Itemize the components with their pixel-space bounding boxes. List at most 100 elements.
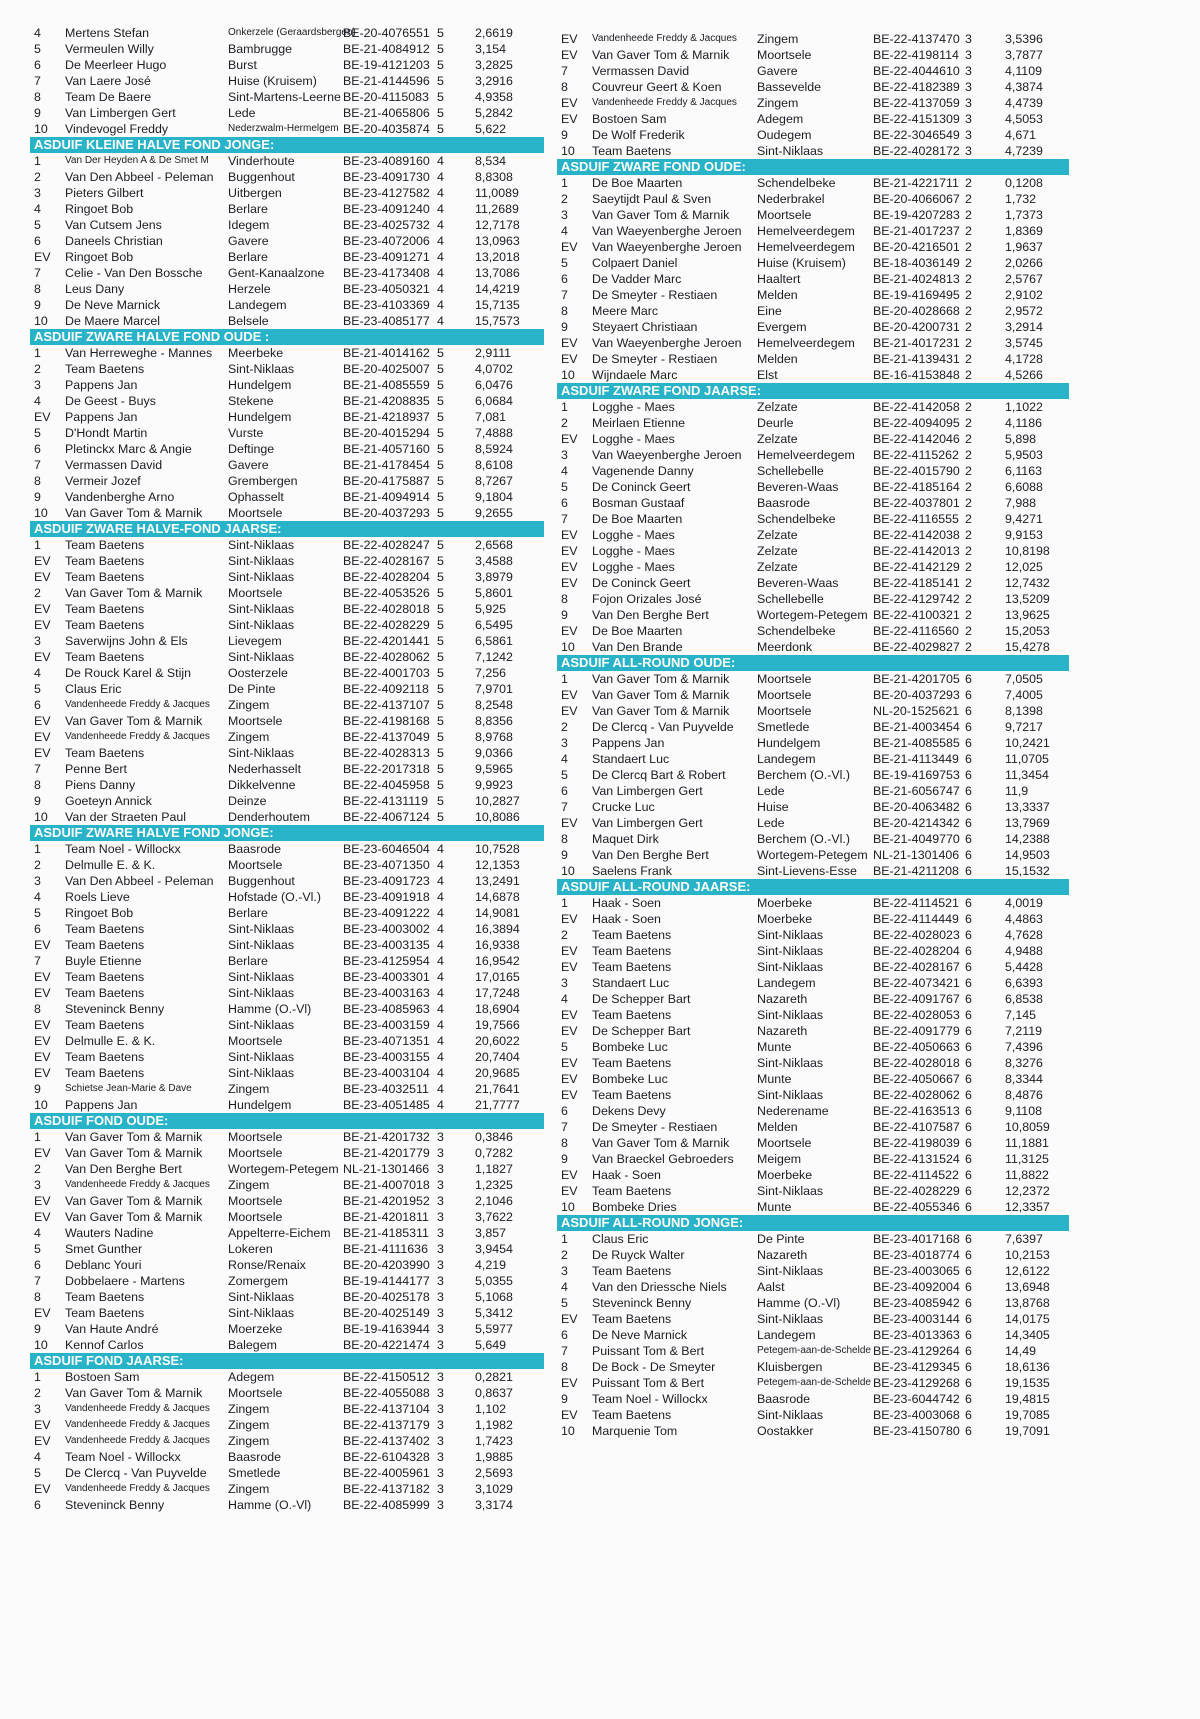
ring-number: BE-23-6044742 — [873, 1392, 960, 1406]
location: Onkerzele (Geraardsbergen) — [228, 27, 356, 38]
coefficient: 19,7091 — [1005, 1424, 1050, 1438]
fancier-name: Claus Eric — [592, 1232, 649, 1246]
ring-number: BE-22-4053526 — [343, 586, 430, 600]
ring-number: BE-23-4003159 — [343, 1018, 430, 1032]
fancier-name: De Meerleer Hugo — [65, 58, 167, 72]
rank: 2 — [561, 192, 568, 206]
result-row: 7 Penne Bert Nederhasselt BE-22-2017318 5 9,5… — [30, 761, 544, 777]
ring-number: BE-21-4201952 — [343, 1194, 430, 1208]
location: Nazareth — [757, 992, 808, 1006]
fancier-name: Team Baetens — [65, 938, 145, 952]
prize-count: 2 — [965, 352, 972, 366]
result-row: 8 Couvreur Geert & Koen Bassevelde BE-22-41… — [557, 79, 1069, 95]
ring-number: BE-21-4113449 — [873, 752, 959, 766]
prize-count: 2 — [965, 208, 972, 222]
fancier-name: De Vadder Marc — [592, 272, 682, 286]
ring-number: BE-20-4200731 — [873, 320, 960, 334]
result-row: 9 Steyaert Christiaan Evergem BE-20-4200731… — [557, 319, 1069, 335]
ring-number: BE-22-4092118 — [343, 682, 429, 696]
coefficient: 2,9572 — [1005, 304, 1043, 318]
location: Adegem — [757, 112, 804, 126]
ring-number: BE-23-4051485 — [343, 1098, 430, 1112]
result-row: EV Van Gaver Tom & Marnik Moortsele NL-20-1… — [557, 703, 1069, 719]
coefficient: 11,0705 — [1005, 752, 1049, 766]
rank: 3 — [34, 1178, 41, 1192]
ring-number: BE-22-6104328 — [343, 1450, 430, 1464]
prize-count: 4 — [437, 842, 444, 856]
result-row: EV Team Baetens Sint-Niklaas BE-22-4028229 5… — [30, 617, 544, 633]
result-row: 4 Mertens Stefan Onkerzele (Geraardsbergen… — [30, 25, 544, 41]
prize-count: 6 — [965, 1040, 972, 1054]
prize-count: 2 — [965, 480, 972, 494]
prize-count: 3 — [437, 1242, 444, 1256]
rank: 8 — [34, 90, 41, 104]
ring-number: BE-22-2017318 — [343, 762, 430, 776]
rank: EV — [561, 576, 578, 590]
coefficient: 9,5965 — [475, 762, 513, 776]
fancier-name: Logghe - Maes — [592, 400, 675, 414]
ring-number: BE-22-4150512 — [343, 1370, 430, 1384]
fancier-name: De Rouck Karel & Stijn — [65, 666, 192, 680]
rank: 7 — [34, 954, 41, 968]
fancier-name: De Smeyter - Restiaen — [592, 352, 718, 366]
coefficient: 5,3412 — [475, 1306, 513, 1320]
result-row: EV De Smeyter - Restiaen Melden BE-21-41394… — [557, 351, 1069, 367]
coefficient: 0,7282 — [475, 1146, 513, 1160]
fancier-name: De Neve Marnick — [592, 1328, 688, 1342]
location: Ophasselt — [228, 490, 284, 504]
ring-number: BE-20-4028668 — [873, 304, 960, 318]
result-row: 9 Van Limbergen Gert Lede BE-21-4065806 5 5,2… — [30, 105, 544, 121]
location: Landegem — [757, 1328, 816, 1342]
section-header: ASDUIF ALL-ROUND JAARSE: — [557, 879, 1069, 895]
ring-number: BE-22-4137470 — [873, 32, 960, 46]
section-header: ASDUIF ZWARE FOND OUDE: — [557, 159, 1069, 175]
rank: EV — [561, 432, 578, 446]
result-row: 8 Fojon Orizales José Schellebelle BE-22-41… — [557, 591, 1069, 607]
result-row: 5 Ringoet Bob Berlare BE-23-4091222 4 14,9081 — [30, 905, 544, 921]
result-row: EV Team Baetens Sint-Niklaas BE-23-4003155 4… — [30, 1049, 544, 1065]
result-row: 7 De Smeyter - Restiaen Melden BE-22-410758… — [557, 1119, 1069, 1135]
coefficient: 4,5053 — [1005, 112, 1043, 126]
location: Sint-Niklaas — [757, 1008, 824, 1022]
ring-number: BE-22-4028018 — [873, 1056, 960, 1070]
rank: 8 — [34, 282, 41, 296]
location: Zingem — [228, 1178, 270, 1192]
ring-number: BE-22-4142013 — [873, 544, 960, 558]
fancier-name: Haak - Soen — [592, 896, 661, 910]
result-row: EV Van Gaver Tom & Marnik Moortsele BE-20-4… — [557, 687, 1069, 703]
fancier-name: Van Gaver Tom & Marnik — [65, 714, 203, 728]
prize-count: 2 — [965, 528, 972, 542]
fancier-name: Team Baetens — [592, 1312, 672, 1326]
coefficient: 18,6904 — [475, 1002, 520, 1016]
result-row: EV Bostoen Sam Adegem BE-22-4151309 3 4,5053 — [557, 111, 1069, 127]
prize-count: 3 — [437, 1146, 444, 1160]
coefficient: 8,4876 — [1005, 1088, 1043, 1102]
fancier-name: Van Der Heyden A & De Smet M — [65, 155, 209, 166]
coefficient: 15,4278 — [1005, 640, 1050, 654]
result-row: 5 Smet Gunther Lokeren BE-21-4111636 3 3,9454 — [30, 1241, 544, 1257]
fancier-name: Saelens Frank — [592, 864, 672, 878]
location: Lede — [757, 784, 785, 798]
ring-number: BE-22-3046549 — [873, 128, 960, 142]
coefficient: 9,7217 — [1005, 720, 1043, 734]
rank: 8 — [34, 778, 41, 792]
location: Lokeren — [228, 1242, 273, 1256]
rank: 1 — [561, 1232, 568, 1246]
location: Wortegem-Petegem — [228, 1162, 339, 1176]
ring-number: BE-21-4201811 — [343, 1210, 429, 1224]
ring-number: BE-22-4142046 — [873, 432, 960, 446]
ring-number: NL-20-1525621 — [873, 704, 960, 718]
rank: 5 — [34, 1466, 41, 1480]
ring-number: BE-19-4163944 — [343, 1322, 430, 1336]
ring-number: BE-21-4085559 — [343, 378, 430, 392]
location: Huise — [757, 800, 789, 814]
fancier-name: Bostoen Sam — [592, 112, 667, 126]
fancier-name: Deblanc Youri — [65, 1258, 142, 1272]
prize-count: 3 — [437, 1402, 444, 1416]
prize-count: 2 — [965, 304, 972, 318]
fancier-name: Team Baetens — [65, 986, 145, 1000]
result-row: EV Logghe - Maes Zelzate BE-22-4142046 2 5,89… — [557, 431, 1069, 447]
fancier-name: De Bock - De Smeyter — [592, 1360, 716, 1374]
rank: 4 — [561, 224, 568, 238]
coefficient: 7,081 — [475, 410, 507, 424]
